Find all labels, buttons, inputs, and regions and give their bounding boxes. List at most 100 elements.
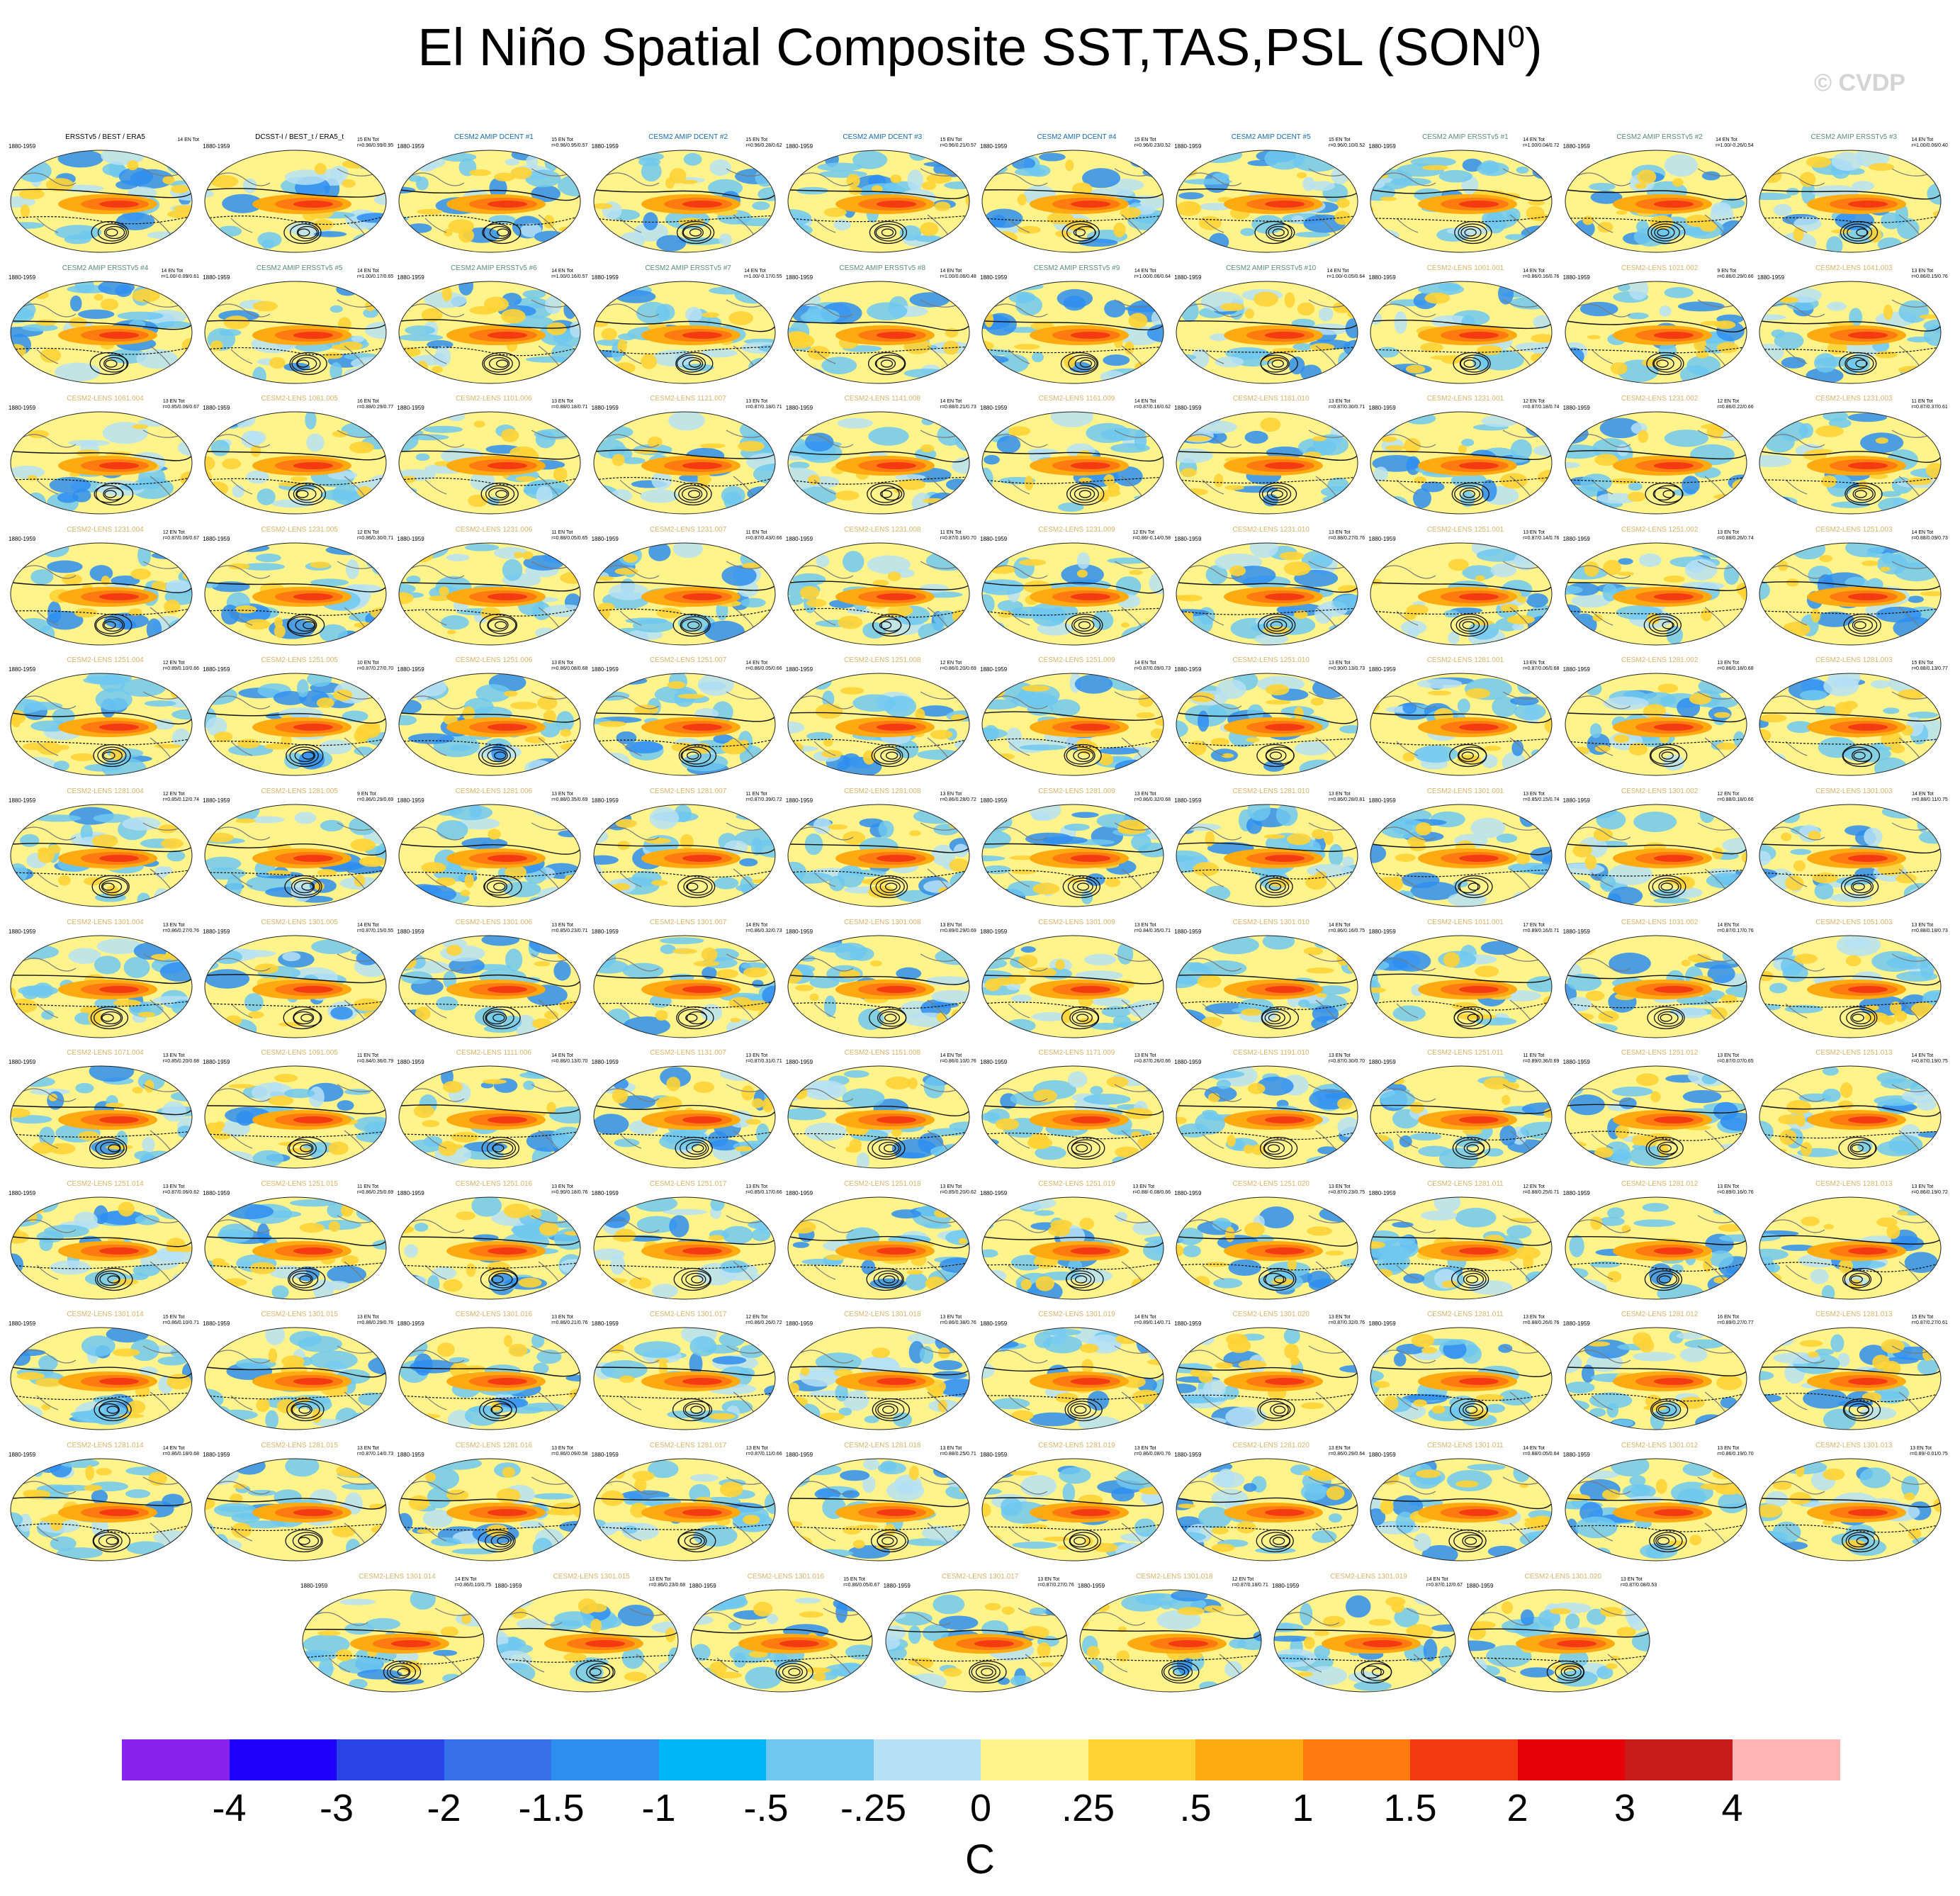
cvdp-watermark: © CVDP (1814, 69, 1905, 96)
panel-map (204, 542, 387, 646)
panel-event-count: 15 EN Tot (162, 1315, 185, 1320)
panel-correlations: r=0.87/0.08/0.53 (1621, 1582, 1657, 1588)
map-panel: CESM2-LENS 1061.004 1880-1959 13 EN Tot r=0… (9, 395, 202, 521)
map-field (593, 150, 775, 252)
panel-title: CESM2-LENS 1091.005 (261, 1049, 338, 1058)
map-outline (1176, 150, 1358, 253)
map-panel: CESM2 AMIP ERSSTv5 #6 1880-1959 14 EN Tot r… (397, 264, 590, 391)
panel-correlations: r=0.88/0.05/0.64 (1523, 1452, 1560, 1457)
panel-event-count: 13 EN Tot (551, 922, 573, 928)
panel-period: 1880-1959 (591, 274, 619, 281)
panel-map (1565, 1196, 1747, 1300)
panel-period: 1880-1959 (397, 1189, 424, 1196)
map-field (205, 804, 387, 907)
panel-title: CESM2-LENS 1281.018 (844, 1442, 921, 1449)
panel-map (204, 150, 387, 253)
colorbar-label: .5 (1179, 1787, 1212, 1829)
map-field (1565, 1328, 1747, 1430)
panel-event-count: 14 EN Tot (1911, 138, 1934, 142)
map-outline (398, 281, 581, 384)
panel-title: CESM2-LENS 1301.004 (67, 918, 144, 926)
map-field (1176, 935, 1358, 1038)
map-field (205, 150, 387, 252)
panel-correlations: r=1.00/0.04/0.72 (1523, 143, 1560, 148)
panel-map (1176, 150, 1358, 253)
panel-correlations: r=0.87/0.11/0.66 (745, 1452, 782, 1457)
panel-stats: 12 EN Tot r=0.85/0.12/0.74 (163, 792, 199, 803)
map-panel: CESM2-LENS 1231.004 1880-1959 12 EN Tot r=0… (9, 526, 202, 652)
panel-stats: 13 EN Tot r=0.89/0.16/0.76 (1717, 1184, 1753, 1196)
panel-title: CESM2-LENS 1111.006 (456, 1049, 531, 1058)
map-panel: CESM2-LENS 1281.014 1880-1959 14 EN Tot r=0… (9, 1442, 202, 1568)
panel-title: CESM2-LENS 1251.014 (67, 1179, 144, 1188)
panel-title: CESM2-LENS 1231.003 (1815, 395, 1893, 403)
panel-period: 1880-1959 (591, 1320, 619, 1328)
panel-title: CESM2 AMIP ERSSTv5 #6 (451, 264, 537, 272)
map-panel: CESM2-LENS 1301.001 1880-1959 13 EN Tot r=0… (1368, 787, 1562, 914)
panel-period: 1880-1959 (1562, 405, 1590, 412)
map-outline (1759, 150, 1942, 253)
map-panel: CESM2-LENS 1231.006 1880-1959 11 EN Tot r=0… (397, 526, 590, 652)
panel-event-count: 15 EN Tot (551, 138, 573, 142)
panel-period: 1880-1959 (1174, 274, 1202, 281)
map-outline (981, 411, 1164, 515)
panel-correlations: r=0.86/0.29/0.66 (1717, 274, 1754, 279)
panel-event-count: 11 EN Tot (551, 529, 573, 535)
map-panel: CESM2-LENS 1301.016 1880-1959 15 EN Tot r=0… (689, 1573, 882, 1699)
map-field (399, 281, 581, 383)
panel-title: CESM2-LENS 1281.001 (1426, 656, 1504, 665)
panel-stats: 13 EN Tot r=0.86/0.09/0.58 (551, 1446, 587, 1457)
panel-map (1759, 150, 1942, 253)
panel-title: CESM2-LENS 1251.018 (844, 1179, 921, 1188)
panel-event-count: 11 EN Tot (357, 1184, 379, 1189)
panel-correlations: r=0.87/0.27/0.61 (1911, 1320, 1948, 1326)
map-outline (1565, 1065, 1747, 1169)
panel-event-count: 13 EN Tot (162, 1184, 185, 1189)
panel-correlations: r=0.89/0.14/0.71 (1134, 1320, 1171, 1326)
panel-period: 1880-1959 (397, 1452, 424, 1458)
panel-correlations: r=1.00/0.06/0.40 (1911, 143, 1948, 148)
panel-correlations: r=0.87/0.14/0.76 (1523, 535, 1560, 541)
panel-title: CESM2-LENS 1251.006 (455, 656, 533, 665)
panel-event-count: 13 EN Tot (1911, 1184, 1934, 1189)
colorbar-box (1302, 1739, 1411, 1780)
panel-correlations: r=0.86/0.26/0.72 (745, 1320, 782, 1326)
map-panel: CESM2-LENS 1301.015 1880-1959 13 EN Tot r=0… (203, 1311, 396, 1437)
panel-title: CESM2-LENS 1101.006 (456, 395, 532, 403)
map-outline (204, 411, 387, 515)
panel-title: CESM2-LENS 1251.007 (649, 656, 727, 665)
map-panel: CESM2-LENS 1301.010 1880-1959 14 EN Tot r=0… (1174, 919, 1368, 1045)
panel-map (10, 1065, 193, 1169)
map-outline (981, 1065, 1164, 1169)
map-outline (1565, 150, 1747, 253)
panel-map (398, 804, 581, 907)
panel-event-count: 11 EN Tot (745, 529, 767, 535)
panel-correlations: r=0.88/-0.08/0.66 (1132, 1189, 1171, 1195)
map-outline (981, 281, 1164, 384)
panel-title: CESM2 AMIP DCENT #5 (1231, 133, 1311, 141)
panel-map (593, 150, 776, 253)
map-outline (1759, 1065, 1942, 1169)
map-panel: CESM2-LENS 1121.007 1880-1959 13 EN Tot r=0… (592, 395, 785, 521)
map-panel: CESM2-LENS 1301.018 1880-1959 12 EN Tot r=0… (1078, 1573, 1271, 1699)
panel-correlations: r=0.86/0.08/0.68 (551, 666, 588, 672)
map-panel: CESM2-LENS 1281.001 1880-1959 13 EN Tot r=0… (1368, 656, 1562, 782)
panel-map (1176, 542, 1358, 646)
panel-event-count: 14 EN Tot (551, 268, 573, 274)
panel-event-count: 14 EN Tot (357, 268, 379, 274)
panel-correlations: r=0.86/0.38/0.76 (940, 1320, 976, 1326)
map-panel: CESM2-LENS 1301.012 1880-1959 13 EN Tot r=0… (1563, 1442, 1757, 1568)
map-panel: CESM2-LENS 1131.007 1880-1959 13 EN Tot r=0… (592, 1049, 785, 1175)
panel-stats: 15 EN Tot r=0.96/0.21/0.57 (940, 138, 976, 149)
map-field (497, 1589, 679, 1692)
panel-stats: 13 EN Tot r=0.86/0.38/0.76 (940, 1315, 976, 1326)
map-field (11, 281, 192, 383)
panel-stats: 13 EN Tot r=0.88/0.26/0.74 (1717, 530, 1753, 542)
panel-event-count: 14 EN Tot (1912, 792, 1934, 797)
panel-period: 1880-1959 (1757, 274, 1785, 281)
panel-correlations: r=0.88/0.26/0.74 (1717, 535, 1754, 541)
panel-stats: 15 EN Tot r=0.96/0.10/0.52 (1329, 138, 1365, 149)
panel-event-count: 13 EN Tot (1134, 1053, 1156, 1059)
map-outline (10, 1196, 193, 1300)
map-panel: CESM2-LENS 1111.006 1880-1959 14 EN Tot r=0… (397, 1049, 590, 1175)
